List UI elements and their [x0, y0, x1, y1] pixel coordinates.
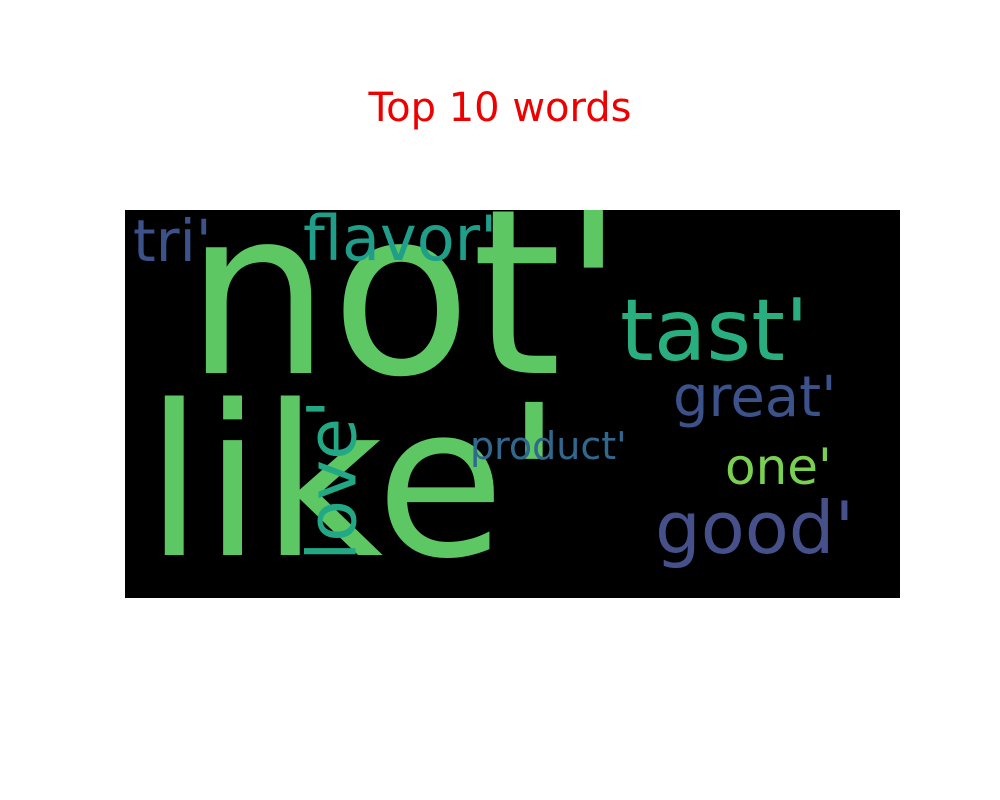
word-one: one'	[725, 438, 832, 496]
word-flavor: flavor'	[303, 210, 498, 275]
figure-title: Top 10 words	[368, 85, 632, 131]
word-like: like'	[145, 360, 563, 598]
word-tri: tri'	[133, 210, 212, 275]
word-not: not'	[185, 210, 625, 428]
word-product: product'	[470, 424, 627, 468]
word-cloud: not' like' tast' love' great' good' one'…	[125, 210, 900, 598]
word-tast: tast'	[620, 281, 809, 381]
word-great: great'	[673, 365, 837, 430]
word-good: good'	[655, 486, 855, 570]
word-love: love'	[293, 399, 373, 561]
